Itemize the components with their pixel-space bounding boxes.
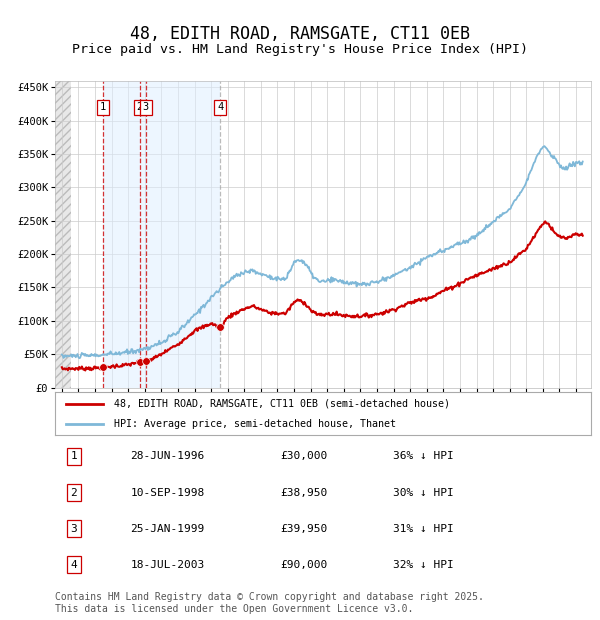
Text: Price paid vs. HM Land Registry's House Price Index (HPI): Price paid vs. HM Land Registry's House … [72, 43, 528, 56]
Text: 48, EDITH ROAD, RAMSGATE, CT11 0EB: 48, EDITH ROAD, RAMSGATE, CT11 0EB [130, 25, 470, 43]
Text: 31% ↓ HPI: 31% ↓ HPI [393, 524, 454, 534]
Text: 28-JUN-1996: 28-JUN-1996 [130, 451, 205, 461]
Text: 1: 1 [100, 102, 106, 112]
Bar [55, 81, 71, 388]
Text: 25-JAN-1999: 25-JAN-1999 [130, 524, 205, 534]
Text: 4: 4 [217, 102, 223, 112]
Text: 2: 2 [71, 487, 77, 497]
Text: 2: 2 [137, 102, 143, 112]
Text: 18-JUL-2003: 18-JUL-2003 [130, 560, 205, 570]
Text: £30,000: £30,000 [280, 451, 328, 461]
Text: £90,000: £90,000 [280, 560, 328, 570]
Text: 30% ↓ HPI: 30% ↓ HPI [393, 487, 454, 497]
Text: 36% ↓ HPI: 36% ↓ HPI [393, 451, 454, 461]
Text: 1: 1 [71, 451, 77, 461]
Text: £38,950: £38,950 [280, 487, 328, 497]
Text: 3: 3 [71, 524, 77, 534]
Text: 10-SEP-1998: 10-SEP-1998 [130, 487, 205, 497]
Text: 4: 4 [71, 560, 77, 570]
Text: HPI: Average price, semi-detached house, Thanet: HPI: Average price, semi-detached house,… [114, 419, 396, 430]
Bar [103, 81, 220, 388]
Text: £39,950: £39,950 [280, 524, 328, 534]
Text: Contains HM Land Registry data © Crown copyright and database right 2025.
This d: Contains HM Land Registry data © Crown c… [55, 592, 484, 614]
Text: 48, EDITH ROAD, RAMSGATE, CT11 0EB (semi-detached house): 48, EDITH ROAD, RAMSGATE, CT11 0EB (semi… [114, 399, 450, 409]
Text: 3: 3 [143, 102, 149, 112]
Text: 32% ↓ HPI: 32% ↓ HPI [393, 560, 454, 570]
